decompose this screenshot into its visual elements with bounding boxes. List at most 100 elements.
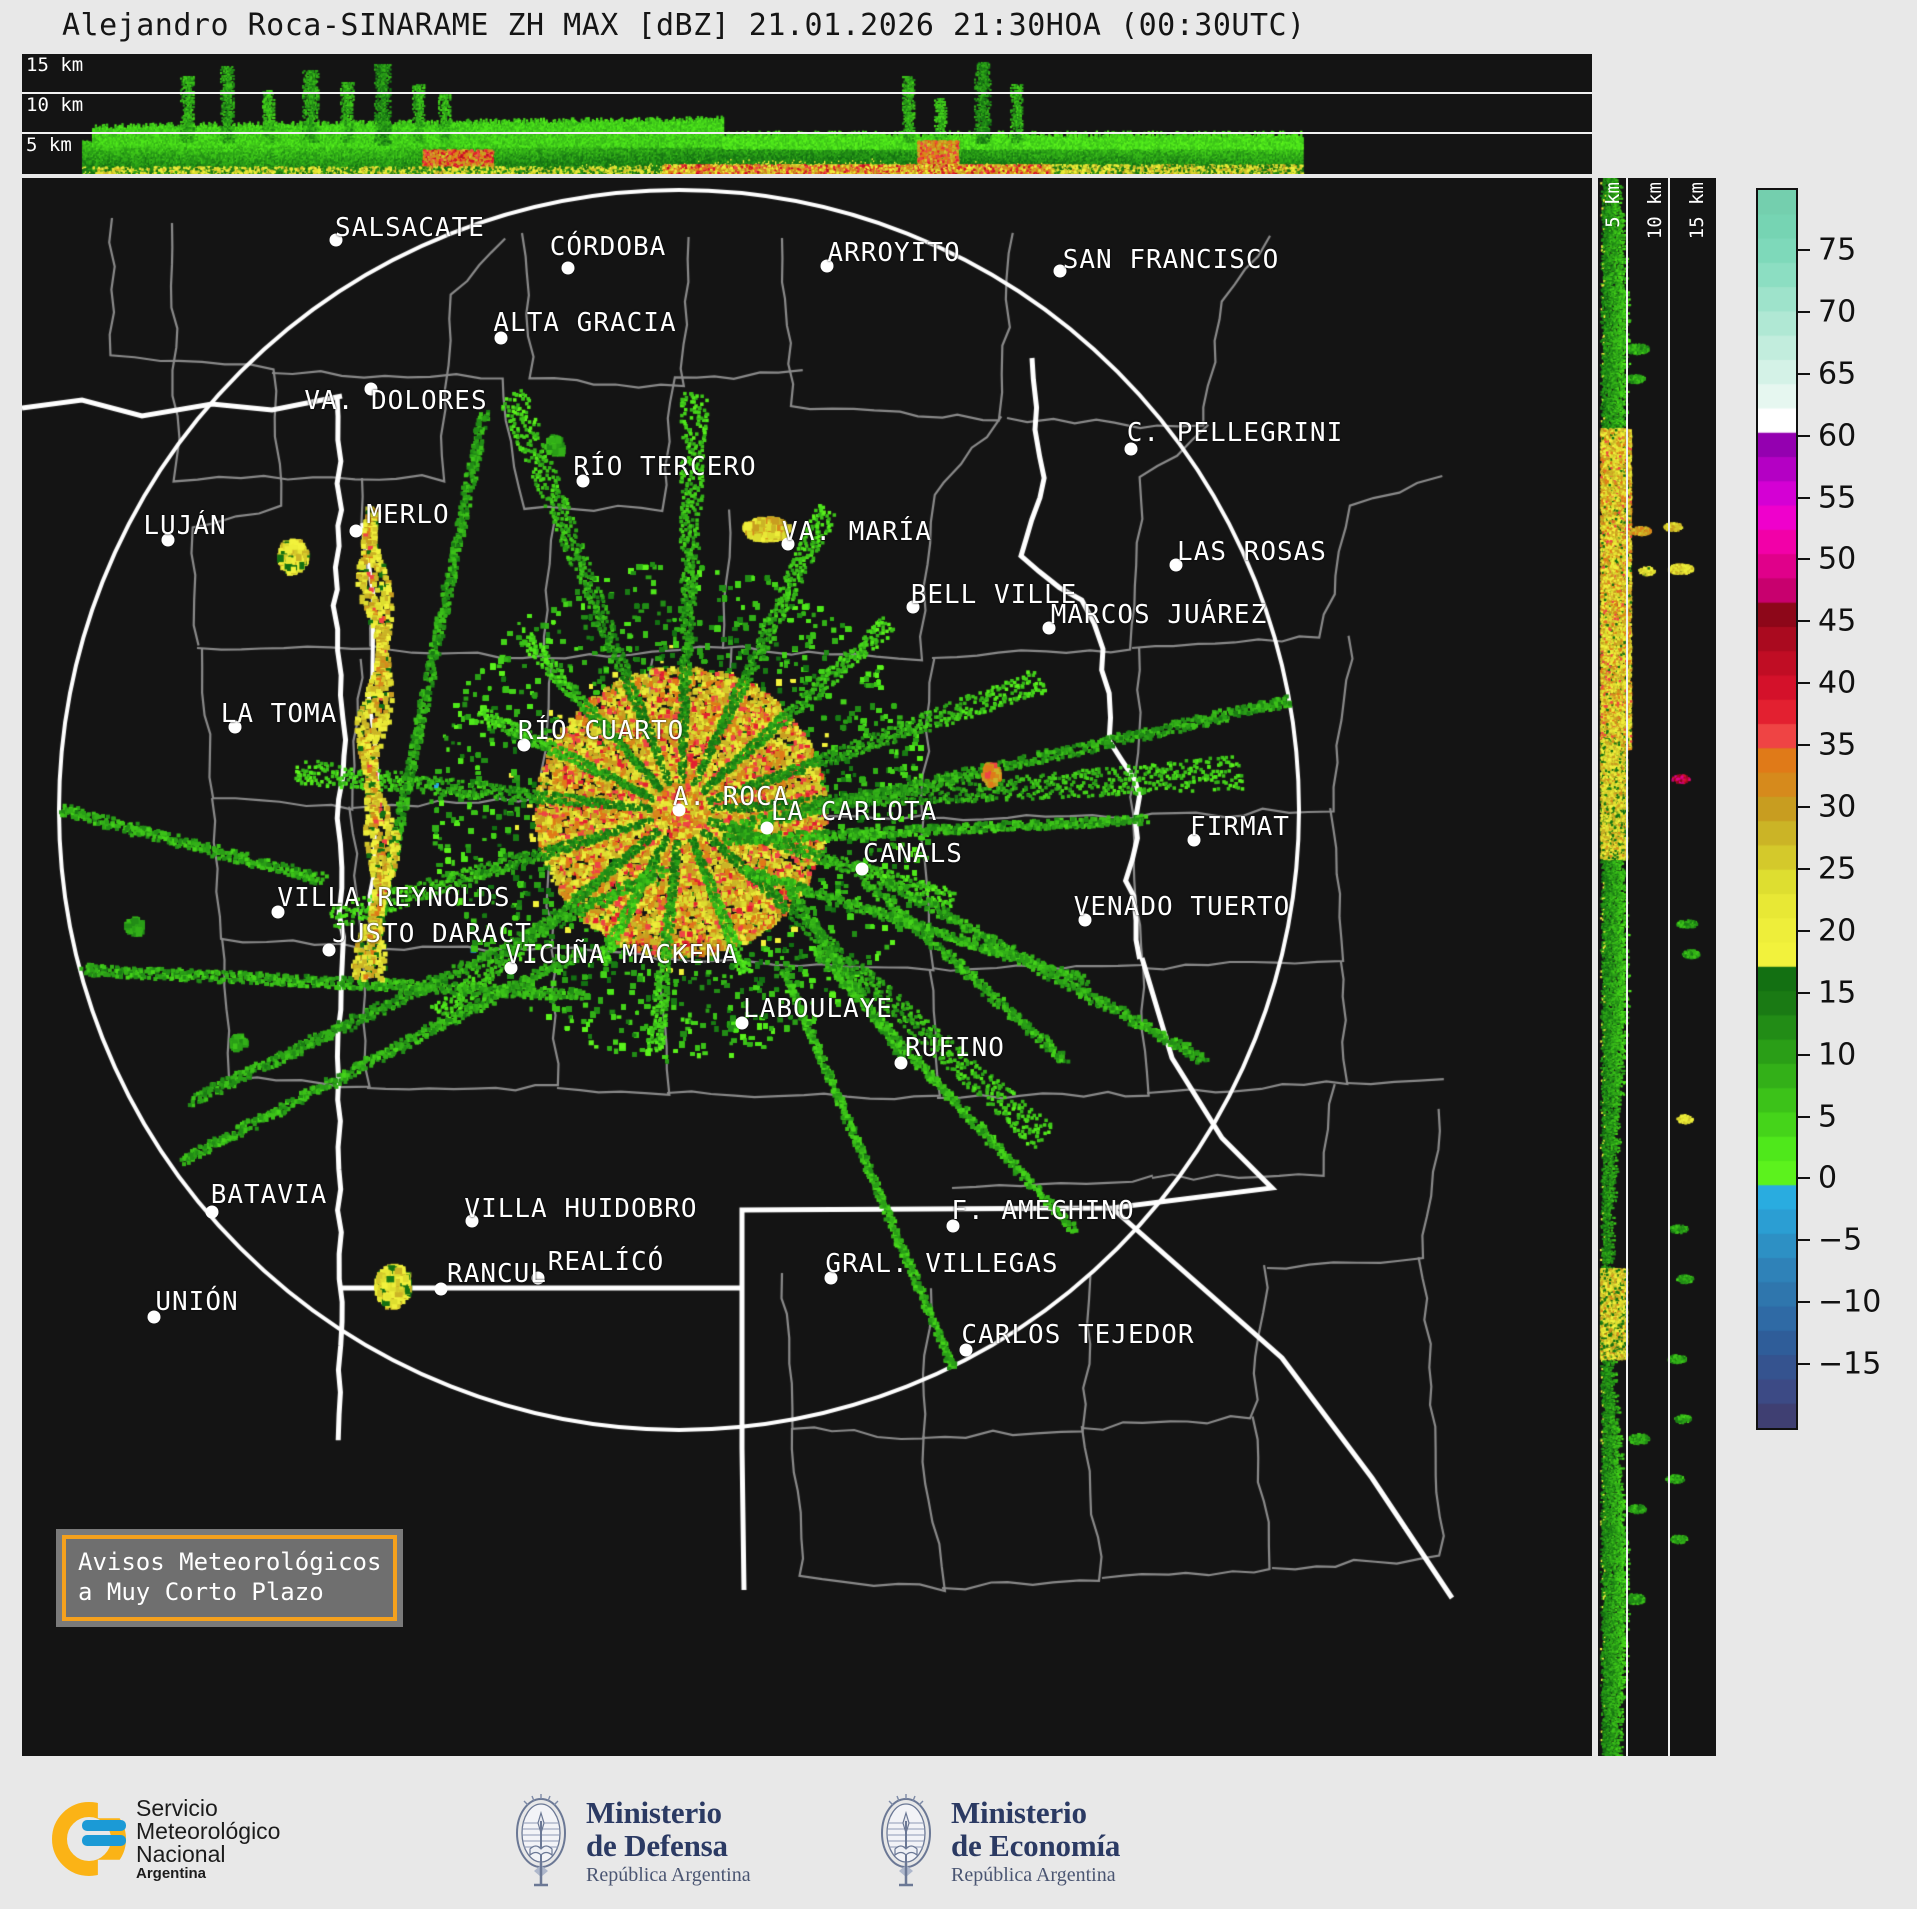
colorbar-tick	[1798, 558, 1810, 561]
colorbar-tick	[1798, 1301, 1810, 1304]
colorbar-tick-label: 60	[1818, 418, 1857, 454]
city-marker	[855, 862, 869, 876]
logo-ministerio-defensa: Ministerio de Defensa República Argentin…	[510, 1793, 751, 1889]
city-marker	[1124, 442, 1138, 456]
smn-line-3: Nacional	[136, 1841, 226, 1867]
xsec-label-10km: 10 km	[26, 94, 84, 116]
colorbar-tick-label: 55	[1818, 480, 1857, 515]
colorbar-tick	[1798, 434, 1810, 437]
city-marker	[894, 1056, 908, 1070]
city-label: VILLA HUIDOBRO	[464, 1194, 698, 1224]
city-label: RUFINO	[905, 1033, 1005, 1063]
smn-line-1: Servicio	[136, 1795, 218, 1821]
city-marker	[322, 943, 336, 957]
colorbar-tick	[1798, 372, 1810, 375]
xsec-label-15km: 15 km	[26, 54, 84, 76]
city-marker	[824, 1271, 838, 1285]
city-marker	[820, 259, 834, 273]
nowcast-warning-box-inner: Avisos Meteorológicos a Muy Corto Plazo	[62, 1535, 398, 1621]
city-marker	[517, 738, 531, 752]
colorbar-tick-label: −10	[1818, 1284, 1882, 1320]
city-marker	[735, 1016, 749, 1030]
smn-line-2: Meteorológico	[136, 1818, 281, 1844]
xsec-gridline-5km	[22, 132, 1592, 134]
colorbar-tick	[1798, 806, 1810, 808]
colorbar-tick-label: 70	[1818, 294, 1857, 330]
city-marker	[959, 1343, 973, 1357]
city-label: ARROYITO	[827, 238, 961, 268]
city-label: GRAL. VILLEGAS	[825, 1249, 1059, 1279]
nowcast-warning-box[interactable]: Avisos Meteorológicos a Muy Corto Plazo	[56, 1529, 404, 1627]
radar-map-canvas	[22, 178, 1592, 1756]
argentina-coat-of-arms-icon	[881, 1794, 931, 1887]
colorbar	[1756, 188, 1798, 1430]
defensa-line-1: Ministerio	[586, 1794, 722, 1830]
xsec-v-label-5km: 5 km	[1602, 182, 1624, 228]
city-label: RANCUL	[447, 1259, 547, 1289]
xsec-label-5km: 5 km	[26, 134, 72, 156]
city-marker	[672, 803, 686, 817]
city-marker	[760, 821, 774, 835]
colorbar-tick	[1798, 991, 1810, 994]
city-label: ALTA GRACIA	[493, 308, 677, 338]
colorbar-canvas	[1758, 190, 1796, 1428]
colorbar-tick	[1798, 1177, 1810, 1180]
colorbar-tick-label: 10	[1818, 1037, 1857, 1073]
city-label: RÍO CUARTO	[517, 716, 685, 746]
city-label: LA CARLOTA	[770, 797, 938, 827]
city-label: VA. DOLORES	[304, 386, 488, 416]
city-label: BELL VILLE	[910, 580, 1078, 610]
colorbar-tick-label: 0	[1818, 1160, 1838, 1196]
city-marker	[1053, 264, 1067, 278]
argentina-coat-of-arms-icon	[516, 1794, 566, 1887]
city-marker	[576, 474, 590, 488]
logo-ministerio-economia: Ministerio de Economía República Argenti…	[875, 1793, 1120, 1889]
top-cross-section-canvas	[22, 54, 1592, 174]
colorbar-tick-label: 15	[1818, 975, 1857, 1011]
smn-line-4: Argentina	[136, 1865, 207, 1882]
xsec-v-label-10km: 10 km	[1644, 182, 1666, 240]
warning-line-2: a Muy Corto Plazo	[78, 1578, 324, 1606]
city-marker	[1187, 833, 1201, 847]
economia-line-1: Ministerio	[951, 1794, 1087, 1830]
city-label: VA. MARÍA	[782, 517, 932, 547]
city-label: REALÍCÓ	[547, 1247, 665, 1277]
city-label: VENADO TUERTO	[1073, 892, 1291, 922]
xsec-gridline-10km	[22, 92, 1592, 94]
city-marker	[228, 720, 242, 734]
city-marker	[161, 533, 175, 547]
xsec-v-gridline-10km	[1668, 178, 1670, 1756]
city-label: SAN FRANCISCO	[1062, 245, 1280, 275]
city-label: MARCOS JUÁREZ	[1050, 600, 1268, 630]
city-label: RÍO TERCERO	[573, 452, 757, 482]
radar-map-panel[interactable]: SALSACATE CÓRDOBA ARROYITO SAN FRANCISCO ALT…	[22, 178, 1592, 1756]
city-marker	[504, 961, 518, 975]
colorbar-tick	[1798, 248, 1810, 251]
colorbar-tick-label: 20	[1818, 913, 1857, 949]
colorbar-tick-label: 5	[1818, 1099, 1838, 1134]
city-label: FIRMAT	[1190, 812, 1290, 842]
city-label: CÓRDOBA	[549, 232, 667, 262]
city-marker	[465, 1214, 479, 1228]
colorbar-tick	[1798, 867, 1810, 870]
city-marker	[271, 905, 285, 919]
colorbar-tick	[1798, 1053, 1810, 1056]
city-marker	[147, 1310, 161, 1324]
city-marker	[434, 1282, 448, 1296]
colorbar-tick-label: 75	[1818, 232, 1857, 268]
city-marker	[205, 1205, 219, 1219]
colorbar-tick-label: 50	[1818, 541, 1857, 577]
city-marker	[531, 1271, 545, 1285]
colorbar-tick	[1798, 496, 1810, 499]
city-label: A. ROCA	[672, 782, 790, 812]
colorbar-tick	[1798, 1115, 1810, 1118]
colorbar-tick-label: 25	[1818, 851, 1857, 887]
city-marker	[349, 524, 363, 538]
city-marker	[1042, 621, 1056, 635]
city-label: LAS ROSAS	[1177, 537, 1327, 567]
city-label: SALSACATE	[335, 213, 485, 243]
city-label: MERLO	[366, 500, 450, 530]
city-marker	[1078, 913, 1092, 927]
colorbar-tick	[1798, 1363, 1810, 1366]
city-marker	[494, 331, 508, 345]
